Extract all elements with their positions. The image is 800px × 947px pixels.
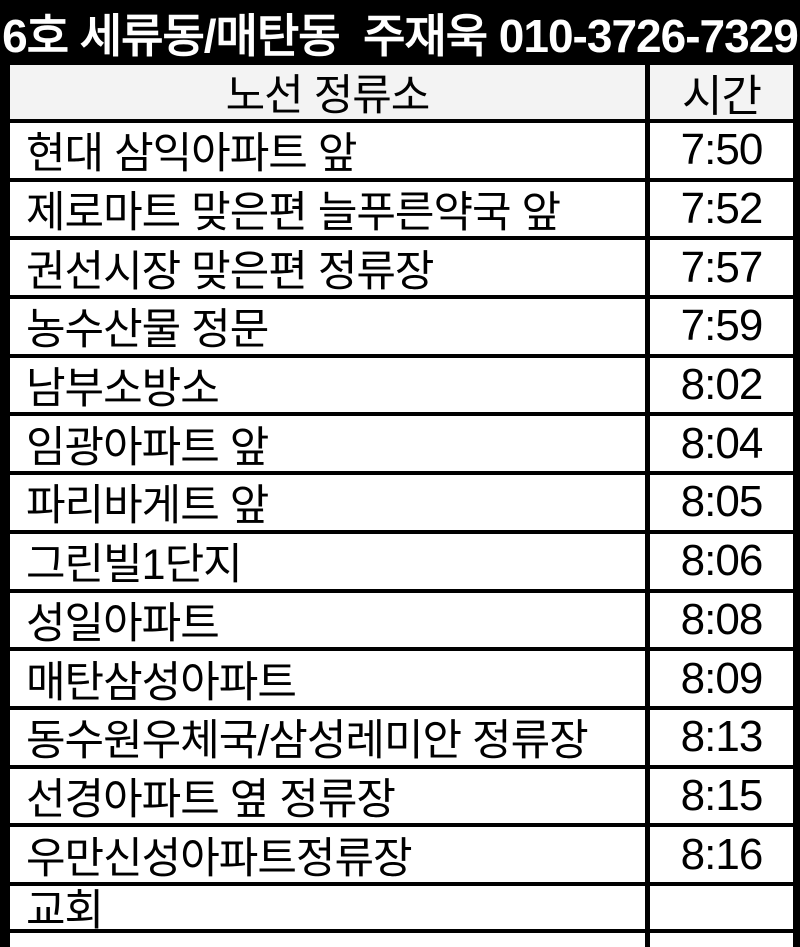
stop-time: 8:04 xyxy=(645,416,793,472)
stop-time xyxy=(645,885,793,929)
stop-name: 임광아파트 앞 xyxy=(26,423,269,472)
stop-time: 7:57 xyxy=(645,240,793,296)
table-row: 성일아파트 8:08 xyxy=(10,592,793,652)
stop-name: 교회 xyxy=(26,887,104,929)
table-row: 임광아파트 앞 8:04 xyxy=(10,416,793,476)
stop-name xyxy=(10,933,645,947)
table-row: 우만신성아파트정류장 8:16 xyxy=(10,827,793,886)
stop-name: 파리바게트 앞 xyxy=(26,482,269,530)
table-row: 매탄삼성아파트 8:09 xyxy=(10,651,793,710)
stop-time: 8:02 xyxy=(645,357,793,413)
time-column-header: 시간 xyxy=(645,65,793,119)
table-row: 농수산물 정문 7:59 xyxy=(10,299,793,358)
stop-time: 7:52 xyxy=(645,181,793,237)
title-bar: 6호 세류동/매탄동 주재욱 010-3726-7329 xyxy=(0,0,800,65)
schedule-table: 노선 정류소 시간 현대 삼익아파트 앞 7:50 제로마트 맞은편 늘푸른약국… xyxy=(0,65,800,947)
stop-time: 7:59 xyxy=(645,299,793,354)
stop-name: 선경아파트 옆 정류장 xyxy=(26,775,396,824)
table-row: 그린빌1단지 8:06 xyxy=(10,533,793,593)
table-row: 제로마트 맞은편 늘푸른약국 앞 7:52 xyxy=(10,181,793,241)
stop-time: 8:05 xyxy=(645,475,793,530)
stop-name: 권선시장 맞은편 정류장 xyxy=(26,247,435,296)
stop-name: 우만신성아파트정류장 xyxy=(26,834,413,882)
stop-time: 8:08 xyxy=(645,592,793,648)
stop-name: 제로마트 맞은편 늘푸른약국 앞 xyxy=(26,189,561,237)
stop-name: 동수원우체국/삼성레미안 정류장 xyxy=(26,717,589,765)
stop-name: 농수산물 정문 xyxy=(26,306,269,354)
stop-time: 8:16 xyxy=(645,827,793,882)
table-row-partial xyxy=(10,932,793,947)
stop-name: 성일아파트 xyxy=(26,599,220,648)
table-header-row: 노선 정류소 시간 xyxy=(10,65,793,123)
table-row: 파리바게트 앞 8:05 xyxy=(10,475,793,534)
table-row: 남부소방소 8:02 xyxy=(10,357,793,417)
stop-name: 그린빌1단지 xyxy=(26,541,243,589)
table-row: 선경아파트 옆 정류장 8:15 xyxy=(10,768,793,828)
route-title: 6호 세류동/매탄동 주재욱 010-3726-7329 xyxy=(2,9,799,62)
table-row: 현대 삼익아파트 앞 7:50 xyxy=(10,123,793,182)
stops-column-header: 노선 정류소 xyxy=(225,72,431,119)
stop-name: 현대 삼익아파트 앞 xyxy=(26,130,357,178)
table-row: 교회 xyxy=(10,885,793,933)
stop-time: 8:13 xyxy=(645,709,793,765)
stop-name: 남부소방소 xyxy=(26,365,220,413)
stop-time: 8:09 xyxy=(645,651,793,706)
stop-time: 7:50 xyxy=(645,123,793,178)
table-row: 권선시장 맞은편 정류장 7:57 xyxy=(10,240,793,300)
stop-time: 8:15 xyxy=(645,768,793,824)
stop-time: 8:06 xyxy=(645,533,793,589)
stop-time xyxy=(645,932,793,947)
stop-name: 매탄삼성아파트 xyxy=(26,658,297,706)
table-row: 동수원우체국/삼성레미안 정류장 8:13 xyxy=(10,709,793,769)
